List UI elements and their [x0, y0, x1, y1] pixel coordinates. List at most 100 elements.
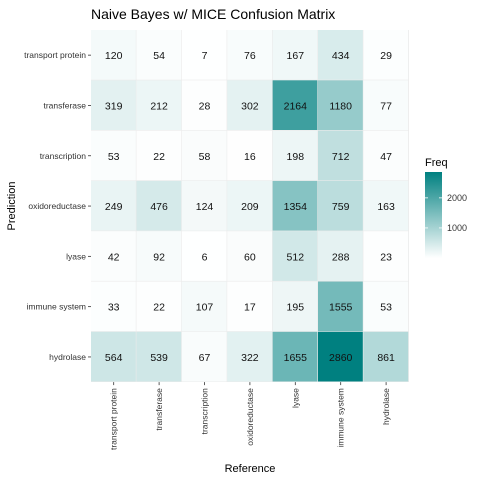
cell-value-label: 212: [150, 100, 168, 112]
heatmap-cell: [272, 180, 318, 231]
cell-value-label: 29: [380, 50, 392, 62]
x-axis-ticks: transport protein transferase transcriptio…: [109, 382, 391, 450]
cell-value-label: 33: [108, 302, 120, 314]
heatmap-cell: [318, 130, 363, 181]
cell-value-label: 2164: [284, 100, 308, 112]
chart-title: Naive Bayes w/ MICE Confusion Matrix: [91, 6, 335, 22]
heatmap-cell: [136, 180, 182, 231]
heatmap-cell: [272, 80, 318, 130]
cell-value-label: 23: [380, 251, 392, 263]
cell-value-label: 198: [287, 151, 305, 163]
y-axis-title: Prediction: [6, 182, 18, 231]
heatmap-cell: [363, 80, 409, 130]
heatmap-cell: [181, 30, 227, 80]
heatmap-cell: [318, 331, 363, 382]
cell-value-label: 712: [332, 151, 350, 163]
heatmap-cell: [272, 30, 318, 80]
y-axis-ticks: transport protein transferase transcriptio…: [24, 50, 91, 362]
cell-value-label: 1555: [329, 302, 353, 314]
cell-value-label: 1354: [284, 201, 308, 213]
x-axis-title: Reference: [225, 463, 276, 475]
cell-value-label: 319: [105, 100, 123, 112]
cell-value-label: 17: [244, 302, 256, 314]
heatmap-cell: [91, 30, 136, 80]
cell-value-label: 1655: [284, 352, 308, 364]
cell-value-label: 28: [199, 100, 211, 112]
heatmap-cell: [91, 180, 136, 231]
cell-value-label: 512: [287, 251, 305, 263]
heatmap-cell: [227, 80, 272, 130]
cell-value-label: 322: [241, 352, 259, 364]
legend-tick-label: 2000: [447, 193, 467, 203]
heatmap-cell: [91, 281, 136, 332]
heatmap-cell: [363, 331, 409, 382]
x-tick-label: transport protein: [109, 388, 119, 450]
heatmap-cell: [181, 180, 227, 231]
cell-value-label: 288: [332, 251, 350, 263]
heatmap-cell: [318, 180, 363, 231]
legend-tick-label: 1000: [447, 223, 467, 233]
y-tick-label: transcription: [40, 151, 87, 161]
x-tick-label: oxidoreductase: [245, 388, 255, 446]
legend-ticks: 1000 2000: [425, 193, 467, 233]
heatmap-cell: [181, 130, 227, 181]
cell-value-label: 22: [153, 151, 165, 163]
legend-color-bar: [425, 172, 442, 258]
heatmap-cell: [318, 231, 363, 281]
y-tick-label: lyase: [66, 251, 86, 261]
heatmap-cell: [318, 80, 363, 130]
cell-value-label: 861: [377, 352, 395, 364]
heatmap-cell: [363, 231, 409, 281]
heatmap-cell: [227, 30, 272, 80]
cell-value-label: 42: [108, 251, 120, 263]
cell-value-label: 58: [199, 151, 211, 163]
cell-value-label: 22: [153, 302, 165, 314]
heatmap-cell: [227, 130, 272, 181]
heatmap-cell: [136, 30, 182, 80]
heatmap-cell: [272, 231, 318, 281]
heatmap-cell: [181, 231, 227, 281]
heatmap-cell: [227, 231, 272, 281]
heatmap-cell: [91, 130, 136, 181]
cell-value-label: 195: [287, 302, 305, 314]
heatmap-cell: [272, 281, 318, 332]
heatmap-cell: [227, 180, 272, 231]
heatmap-cell: [136, 331, 182, 382]
heatmap-cell: [136, 130, 182, 181]
cell-value-label: 2860: [329, 352, 353, 364]
cell-value-label: 53: [108, 151, 120, 163]
heatmap-cell: [227, 331, 272, 382]
y-tick-label: hydrolase: [49, 352, 86, 362]
cell-value-label: 163: [377, 201, 395, 213]
cell-value-label: 302: [241, 100, 259, 112]
cell-value-label: 759: [332, 201, 350, 213]
cell-value-label: 209: [241, 201, 259, 213]
heatmap-cell: [227, 281, 272, 332]
heatmap-cell: [91, 331, 136, 382]
heatmap-cell: [181, 281, 227, 332]
legend: Freq 1000 2000: [425, 157, 467, 258]
cell-value-label: 47: [380, 151, 392, 163]
heatmap-cell: [363, 281, 409, 332]
cell-value-label: 16: [244, 151, 256, 163]
cell-value-label: 124: [196, 201, 214, 213]
heatmap-cell: [136, 80, 182, 130]
heatmap-cell: [136, 231, 182, 281]
cell-value-label: 434: [332, 50, 350, 62]
x-tick-label: immune system: [336, 388, 346, 448]
cell-value-labels: 120 54 7 76 167 434 29 319 212 28 302 2164 1180 77 53 2…: [105, 50, 395, 364]
cell-value-label: 249: [105, 201, 123, 213]
x-tick-label: hydrolase: [381, 388, 391, 425]
heatmap-cell: [272, 130, 318, 181]
legend-title: Freq: [425, 157, 448, 169]
cell-value-label: 167: [287, 50, 305, 62]
heatmap-cell: [318, 30, 363, 80]
cell-value-label: 67: [199, 352, 211, 364]
x-tick-label: transcription: [200, 388, 210, 435]
x-tick-label: lyase: [290, 388, 300, 408]
cell-value-label: 53: [380, 302, 392, 314]
y-tick-label: immune system: [26, 302, 86, 312]
cell-value-label: 6: [202, 251, 208, 263]
y-tick-label: transport protein: [24, 50, 86, 60]
